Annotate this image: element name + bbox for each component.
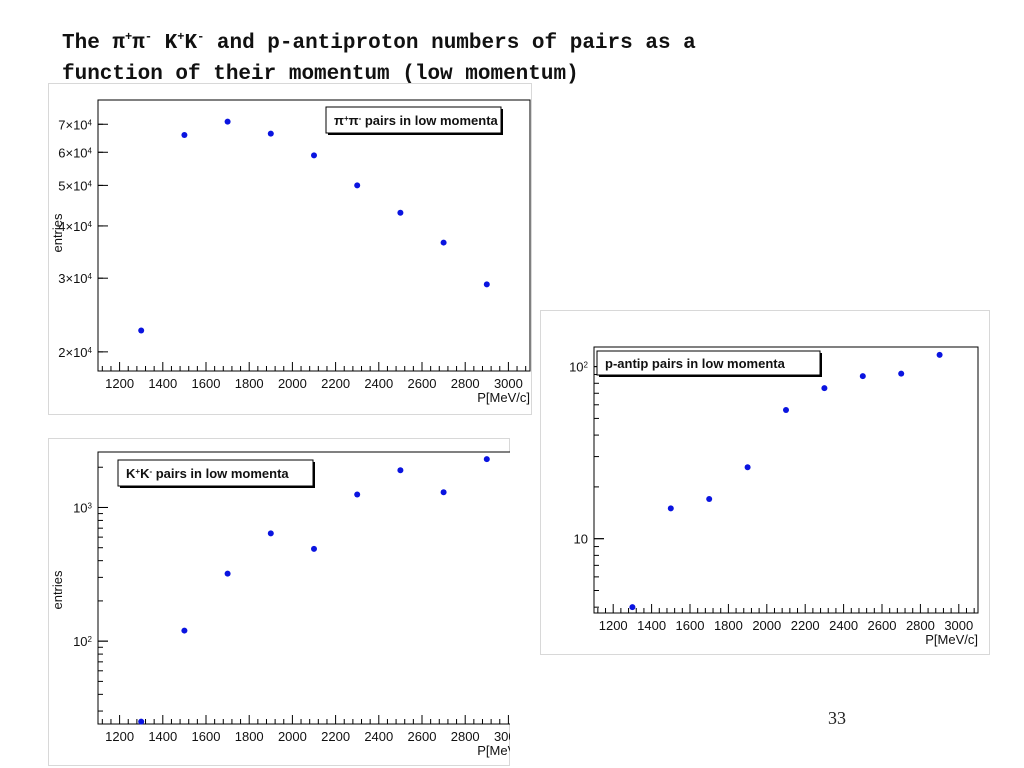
legend-label: p-antip pairs in low momenta: [605, 356, 786, 371]
data-point: [397, 209, 404, 216]
title-line-2: function of their momentum (low momentum…: [62, 63, 579, 86]
data-point: [821, 385, 828, 392]
x-tick-label: 1400: [637, 618, 666, 633]
x-tick-label: 2000: [278, 376, 307, 391]
y-axis-label: entries: [50, 213, 65, 253]
data-point: [440, 239, 447, 246]
x-tick-label: 3000: [944, 618, 973, 633]
data-point: [483, 281, 490, 288]
x-tick-label: 2600: [408, 376, 437, 391]
x-tick-label: 1200: [599, 618, 628, 633]
y-axis-label: entries: [50, 570, 65, 610]
x-axis-label: P[MeV/c]: [477, 390, 530, 405]
data-point: [138, 327, 145, 334]
data-point: [138, 718, 145, 725]
slide-title: The π+π- K+K- and p-antiproton numbers o…: [62, 22, 922, 90]
x-tick-label: 2800: [451, 729, 480, 744]
x-tick-label: 1600: [676, 618, 705, 633]
x-tick-label: 1400: [148, 729, 177, 744]
data-point: [783, 406, 789, 413]
y-tick-label: 103: [73, 500, 92, 515]
y-tick-label: 5×104: [58, 178, 92, 193]
x-tick-label: 2400: [364, 729, 393, 744]
x-tick-label: 2200: [791, 618, 820, 633]
x-tick-label: 1400: [148, 376, 177, 391]
x-tick-label: 2000: [752, 618, 781, 633]
plot-frame: [593, 346, 979, 614]
data-point: [397, 467, 404, 474]
legend-box: [596, 350, 821, 376]
y-tick-label: 3×104: [58, 271, 92, 286]
data-point: [311, 545, 317, 552]
x-tick-label: 2200: [321, 729, 350, 744]
data-point: [224, 570, 231, 577]
legend-label: π+π- pairs in low momenta: [334, 113, 499, 128]
data-point: [859, 373, 866, 380]
x-tick-label: 1200: [105, 729, 134, 744]
y-tick-label: 102: [73, 634, 92, 649]
x-axis-label: P[MeV/c]: [477, 743, 510, 758]
x-tick-label: 2600: [408, 729, 437, 744]
data-point: [440, 489, 447, 496]
data-point: [629, 604, 636, 611]
x-tick-label: 2400: [829, 618, 858, 633]
x-tick-label: 2200: [321, 376, 350, 391]
data-point: [483, 456, 490, 463]
x-tick-label: 1800: [235, 729, 264, 744]
x-tick-label: 2400: [364, 376, 393, 391]
x-tick-label: 1800: [235, 376, 264, 391]
x-tick-label: 2600: [868, 618, 897, 633]
x-tick-label: 1200: [105, 376, 134, 391]
data-point: [744, 464, 751, 471]
data-point: [354, 491, 361, 498]
x-tick-label: 2000: [278, 729, 307, 744]
data-point: [898, 370, 905, 377]
page-number: 33: [828, 708, 846, 728]
data-point: [667, 505, 674, 512]
x-tick-label: 2800: [906, 618, 935, 633]
x-axis-label: P[MeV/c]: [925, 632, 978, 647]
x-tick-label: 1600: [192, 376, 221, 391]
data-point: [354, 182, 361, 189]
legend-box: [117, 459, 314, 487]
x-tick-label: 1600: [192, 729, 221, 744]
legend-box: [325, 106, 502, 134]
plot-frame: [97, 99, 531, 372]
y-tick-label: 10: [574, 532, 588, 547]
data-point: [267, 130, 274, 137]
data-point: [267, 530, 274, 537]
legend-label: K+K- pairs in low momenta: [126, 466, 289, 481]
data-point: [936, 351, 943, 358]
y-tick-label: 4×104: [58, 219, 92, 234]
y-tick-label: 7×104: [58, 117, 92, 132]
x-tick-label: 3000: [494, 376, 523, 391]
x-tick-label: 3000: [494, 729, 510, 744]
y-tick-label: 2×104: [58, 345, 92, 360]
data-point: [181, 627, 188, 634]
data-point: [311, 152, 317, 159]
pipi-pairs-chart: 1200 1400 1600 1800 2000 2200 2400 2600 2800 3000…: [48, 83, 532, 415]
data-point: [181, 131, 188, 138]
y-tick-label: 6×104: [58, 145, 92, 160]
ppbar-pairs-chart: 1200 1400 1600 1800 2000 2200 2400 2600 2800 3000…: [540, 310, 990, 655]
y-tick-label: 102: [569, 360, 588, 375]
title-line-1: The π+π- K+K- and p-antiproton numbers o…: [62, 30, 696, 55]
plot-frame: [97, 451, 510, 725]
x-tick-label: 1800: [714, 618, 743, 633]
data-point: [706, 496, 713, 503]
data-point: [224, 118, 231, 125]
kk-pairs-chart: 1200 1400 1600 1800 2000 2200 2400 2600 2800 3000…: [48, 438, 510, 766]
x-tick-label: 2800: [451, 376, 480, 391]
